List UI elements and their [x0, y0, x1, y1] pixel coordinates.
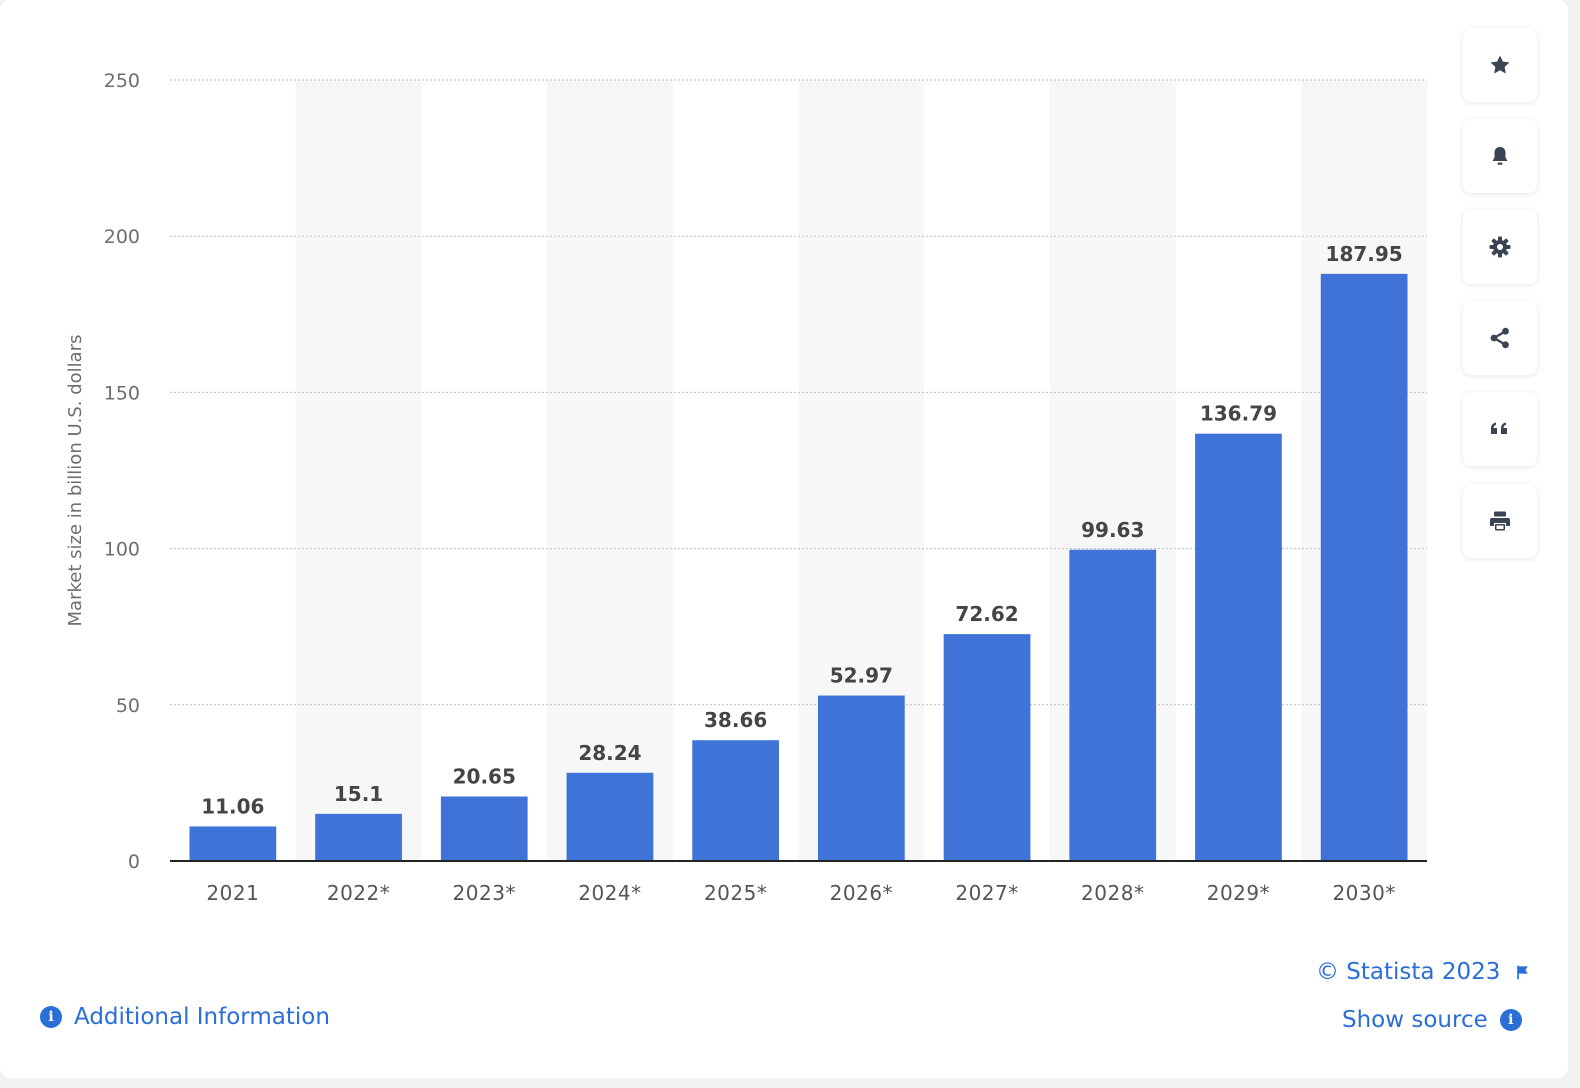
x-tick-label: 2023*	[453, 881, 516, 905]
value-labels: 11.06 15.1 20.65 28.24 38.66 52.97 72.62 99.63 1…	[201, 242, 1403, 819]
bar[interactable]	[189, 826, 277, 861]
y-axis-ticks: 0 50 100 150 200 250	[104, 70, 140, 873]
bell-icon	[1492, 147, 1508, 165]
value-label: 28.24	[578, 741, 641, 765]
additional-information-text: Additional Information	[74, 1004, 330, 1030]
show-source-text: Show source	[1342, 1007, 1488, 1033]
value-label: 187.95	[1326, 242, 1403, 266]
additional-information-link[interactable]: i Additional Information	[40, 1004, 330, 1030]
settings-button[interactable]	[1463, 210, 1537, 284]
info-icon: i	[40, 1006, 62, 1028]
bars	[189, 273, 1408, 861]
x-tick-label: 2022*	[327, 881, 390, 905]
y-tick-label: 50	[116, 695, 140, 717]
x-tick-label: 2029*	[1207, 881, 1270, 905]
bar[interactable]	[1069, 549, 1157, 861]
copyright-text: © Statista 2023	[1316, 959, 1501, 985]
bar[interactable]	[315, 813, 402, 861]
notification-button[interactable]	[1463, 119, 1537, 193]
cite-button[interactable]	[1463, 392, 1537, 466]
x-tick-label: 2024*	[578, 881, 641, 905]
flag-icon	[1517, 965, 1529, 979]
x-tick-label: 2026*	[830, 881, 893, 905]
quote-icon	[1491, 422, 1507, 434]
value-label: 99.63	[1081, 518, 1144, 542]
bar[interactable]	[943, 634, 1031, 861]
value-label: 11.06	[201, 794, 264, 818]
y-tick-label: 250	[104, 70, 140, 92]
gridlines	[170, 79, 1427, 706]
print-icon	[1490, 511, 1510, 531]
share-icon	[1490, 327, 1509, 349]
category-band	[547, 80, 673, 861]
bar[interactable]	[566, 772, 654, 861]
value-label: 20.65	[453, 764, 516, 788]
bar[interactable]	[1195, 433, 1282, 861]
info-icon: i	[1499, 1009, 1522, 1031]
y-tick-label: 100	[104, 539, 140, 561]
bar-chart: 0 50 100 150 200 250 11.06 15.1 20.65 28.24 38.66…	[65, 70, 1427, 905]
y-tick-label: 200	[104, 226, 140, 248]
value-label: 72.62	[955, 602, 1018, 626]
x-tick-label: 2028*	[1081, 881, 1144, 905]
y-tick-label: 150	[104, 382, 140, 404]
bar[interactable]	[692, 740, 780, 861]
favorite-button[interactable]	[1463, 28, 1537, 102]
x-tick-label: 2025*	[704, 881, 767, 905]
show-source-link[interactable]: Show source i	[1342, 1007, 1522, 1033]
x-axis-labels: 2021 2022* 2023* 2024* 2025* 2026* 2027* 2028* 2…	[206, 881, 1395, 905]
copyright-link[interactable]: © Statista 2023	[1316, 959, 1531, 985]
share-button[interactable]	[1463, 301, 1537, 375]
x-tick-label: 2030*	[1332, 881, 1395, 905]
x-tick-label: 2021	[206, 881, 259, 905]
x-tick-label: 2027*	[955, 881, 1018, 905]
value-label: 136.79	[1200, 402, 1277, 426]
bar[interactable]	[817, 695, 905, 861]
y-tick-label: 0	[128, 851, 140, 873]
value-label: 15.1	[334, 782, 383, 806]
category-band	[295, 80, 422, 861]
y-axis-title: Market size in billion U.S. dollars	[65, 335, 86, 627]
bar[interactable]	[1320, 273, 1408, 861]
star-icon	[1490, 55, 1510, 74]
value-label: 52.97	[830, 664, 893, 688]
value-label: 38.66	[704, 708, 767, 732]
print-button[interactable]	[1463, 484, 1537, 558]
gear-icon	[1489, 236, 1511, 258]
bar[interactable]	[440, 796, 528, 861]
